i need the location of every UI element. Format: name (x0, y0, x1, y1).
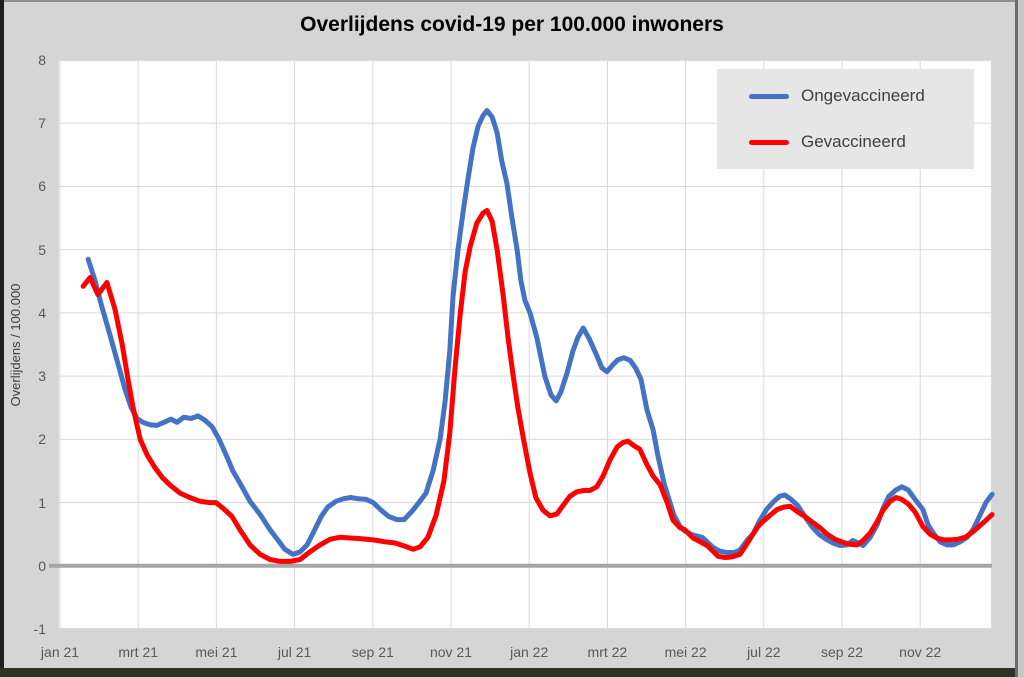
legend-label: Ongevaccineerd (801, 86, 925, 105)
y-tick-label: 3 (38, 368, 46, 385)
legend-entry-ongevaccineerd: Ongevaccineerd (717, 86, 974, 106)
window-border-bottom (0, 668, 1024, 677)
x-tick-label: nov 21 (429, 644, 473, 660)
x-tick-label: sep 21 (351, 644, 394, 660)
y-tick-label: 1 (38, 494, 46, 511)
chart-canvas (49, 59, 995, 630)
x-tick-label: sep 22 (820, 644, 864, 660)
x-tick-label: jul 22 (747, 644, 781, 660)
y-tick-label: 6 (38, 178, 46, 195)
y-tick-label: 5 (38, 241, 46, 258)
x-tick-label: mei 22 (664, 644, 707, 660)
y-axis-title: Overlijdens / 100.000 (8, 283, 23, 407)
legend: Ongevaccineerd Gevaccineerd (717, 69, 974, 169)
series-line-gevaccineerd (80, 208, 995, 564)
x-tick-label: mrt 21 (118, 644, 159, 660)
chart-title: Overlijdens covid-19 per 100.000 inwoner… (300, 13, 724, 36)
series-line-ongevaccineerd (85, 108, 995, 557)
y-tick-label: -1 (33, 621, 46, 637)
x-tick-label: mrt 22 (587, 644, 628, 660)
y-tick-label: 0 (38, 557, 46, 574)
y-tick-label: 7 (38, 115, 46, 132)
y-tick-label: 8 (38, 52, 46, 68)
window-border-right-strip (1018, 0, 1024, 677)
y-tick-label: 2 (38, 431, 46, 448)
legend-entry-gevaccineerd: Gevaccineerd (717, 132, 974, 152)
window-border-top (0, 0, 1024, 2)
x-tick-label: jan 22 (510, 644, 549, 660)
window-border-left (0, 0, 4, 677)
x-tick-label: mei 21 (195, 644, 238, 660)
legend-label: Gevaccineerd (801, 132, 906, 151)
y-tick-label: 4 (38, 304, 46, 321)
x-tick-label: nov 22 (899, 644, 942, 660)
window-border-right (1015, 0, 1018, 677)
plot-border (58, 60, 992, 629)
ongevaccineerd-line-swatch-icon (749, 93, 789, 99)
x-tick-label: jul 21 (277, 644, 312, 660)
x-tick-label: jan 21 (40, 644, 80, 660)
gevaccineerd-line-swatch-icon (749, 139, 789, 145)
